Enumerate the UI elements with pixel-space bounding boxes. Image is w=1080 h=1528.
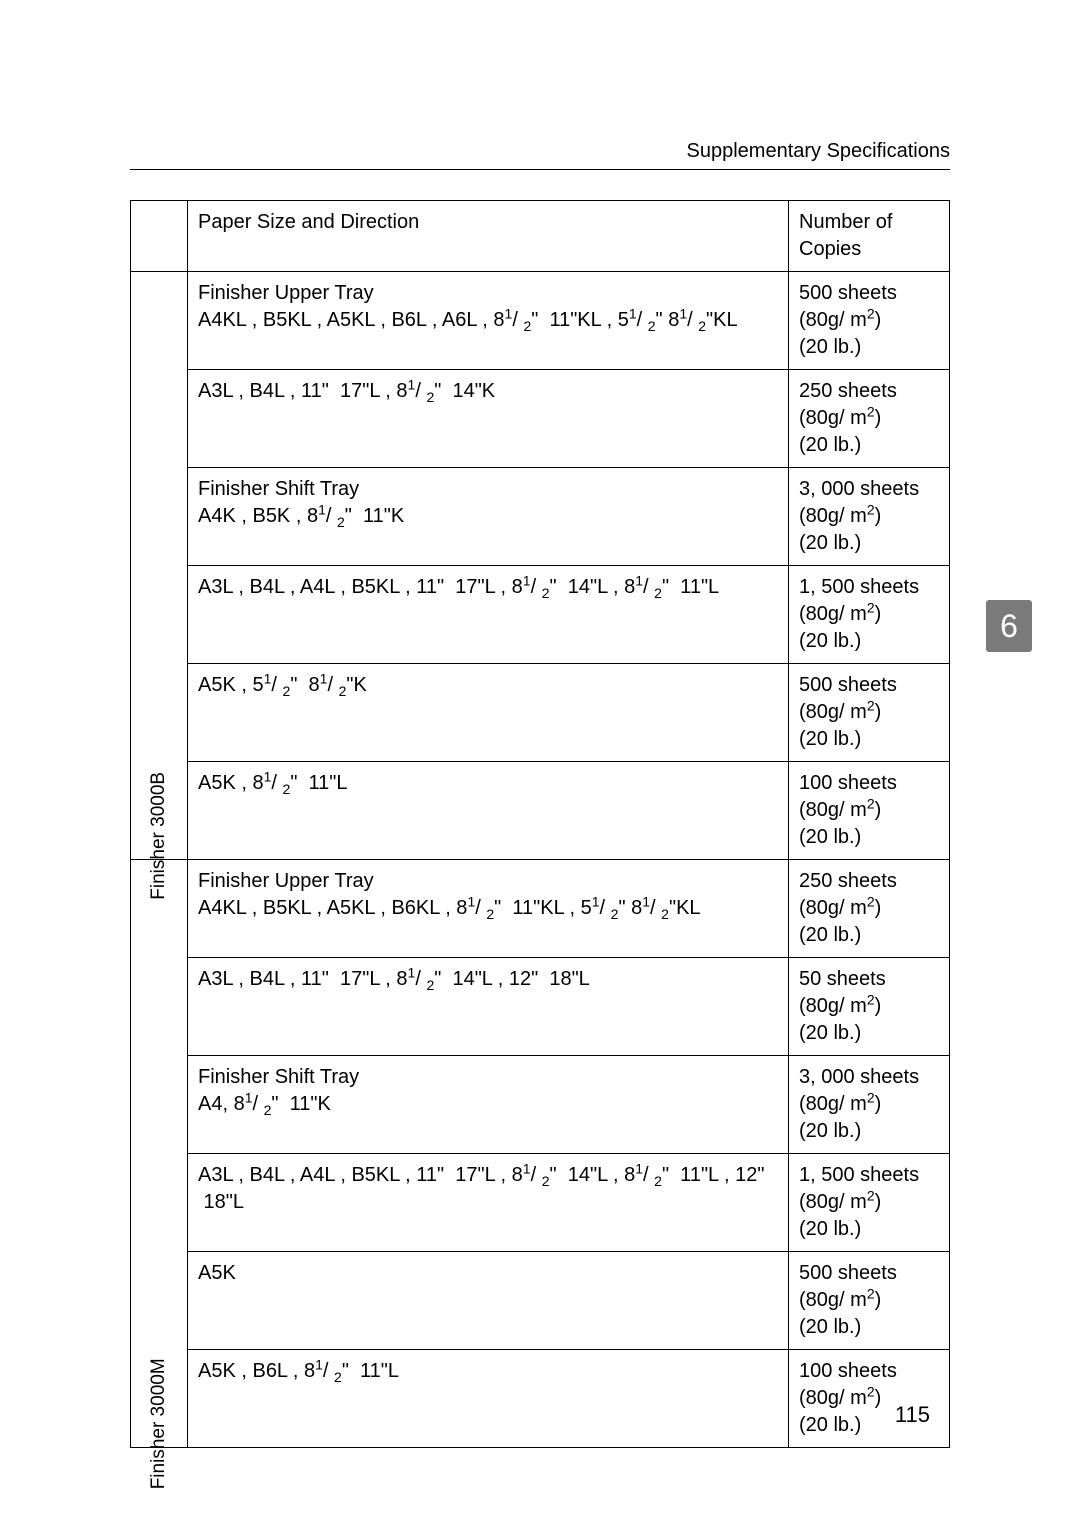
- chapter-tab: 6: [986, 600, 1032, 652]
- table-row: A5K 500 sheets(80g/ m2)(20 lb.): [131, 1252, 950, 1350]
- page: Supplementary Specifications Paper Size …: [0, 0, 1080, 1528]
- running-header: Supplementary Specifications: [130, 140, 950, 169]
- cell-paper: Finisher Shift TrayA4, 81/ 2" 11"K: [188, 1056, 789, 1154]
- page-number: 115: [895, 1402, 930, 1428]
- table-row: Finisher 3000M Finisher Upper TrayA4KL ,…: [131, 860, 950, 958]
- chapter-number: 6: [1000, 608, 1018, 645]
- cell-paper: Finisher Upper TrayA4KL , B5KL , A5KL , …: [188, 272, 789, 370]
- header-rule: [130, 169, 950, 170]
- header-title: Supplementary Specifications: [687, 140, 950, 163]
- table-row: Finisher Shift TrayA4, 81/ 2" 11"K 3, 00…: [131, 1056, 950, 1154]
- spec-table: Paper Size and Direction Number of Copie…: [130, 200, 950, 1448]
- cell-paper: A3L , B4L , A4L , B5KL , 11" 17"L , 81/ …: [188, 566, 789, 664]
- header-paper: Paper Size and Direction: [188, 201, 789, 272]
- cell-copies: 3, 000 sheets(80g/ m2)(20 lb.): [789, 468, 950, 566]
- cell-copies: 100 sheets(80g/ m2)(20 lb.): [789, 1350, 950, 1448]
- cell-copies: 3, 000 sheets(80g/ m2)(20 lb.): [789, 1056, 950, 1154]
- cell-copies: 1, 500 sheets(80g/ m2)(20 lb.): [789, 566, 950, 664]
- table-row: A5K , B6L , 81/ 2" 11"L 100 sheets(80g/ …: [131, 1350, 950, 1448]
- cell-paper: A3L , B4L , 11" 17"L , 81/ 2" 14"K: [188, 370, 789, 468]
- cell-paper: A3L , B4L , 11" 17"L , 81/ 2" 14"L , 12"…: [188, 958, 789, 1056]
- cell-paper: A5K , 81/ 2" 11"L: [188, 762, 789, 860]
- cell-copies: 50 sheets(80g/ m2)(20 lb.): [789, 958, 950, 1056]
- cell-paper: A5K , 51/ 2" 81/ 2"K: [188, 664, 789, 762]
- cell-paper: Finisher Upper TrayA4KL , B5KL , A5KL , …: [188, 860, 789, 958]
- header-copies: Number of Copies: [789, 201, 950, 272]
- table-row: A3L , B4L , A4L , B5KL , 11" 17"L , 81/ …: [131, 1154, 950, 1252]
- cell-copies: 500 sheets(80g/ m2)(20 lb.): [789, 272, 950, 370]
- cell-paper: A5K , B6L , 81/ 2" 11"L: [188, 1350, 789, 1448]
- cell-copies: 500 sheets(80g/ m2)(20 lb.): [789, 1252, 950, 1350]
- table-row: A5K , 51/ 2" 81/ 2"K 500 sheets(80g/ m2)…: [131, 664, 950, 762]
- cell-copies: 1, 500 sheets(80g/ m2)(20 lb.): [789, 1154, 950, 1252]
- cell-paper: A5K: [188, 1252, 789, 1350]
- cell-copies: 250 sheets(80g/ m2)(20 lb.): [789, 370, 950, 468]
- group-label-1: Finisher 3000M: [131, 860, 188, 1448]
- table-header-row: Paper Size and Direction Number of Copie…: [131, 201, 950, 272]
- cell-copies: 500 sheets(80g/ m2)(20 lb.): [789, 664, 950, 762]
- cell-paper: A3L , B4L , A4L , B5KL , 11" 17"L , 81/ …: [188, 1154, 789, 1252]
- table-row: Finisher 3000B Finisher Upper TrayA4KL ,…: [131, 272, 950, 370]
- table-row: A5K , 81/ 2" 11"L 100 sheets(80g/ m2)(20…: [131, 762, 950, 860]
- cell-copies: 250 sheets(80g/ m2)(20 lb.): [789, 860, 950, 958]
- header-blank: [131, 201, 188, 272]
- group-label-0: Finisher 3000B: [131, 272, 188, 860]
- table-row: A3L , B4L , 11" 17"L , 81/ 2" 14"K 250 s…: [131, 370, 950, 468]
- table-row: A3L , B4L , 11" 17"L , 81/ 2" 14"L , 12"…: [131, 958, 950, 1056]
- table-row: A3L , B4L , A4L , B5KL , 11" 17"L , 81/ …: [131, 566, 950, 664]
- table-row: Finisher Shift TrayA4K , B5K , 81/ 2" 11…: [131, 468, 950, 566]
- cell-paper: Finisher Shift TrayA4K , B5K , 81/ 2" 11…: [188, 468, 789, 566]
- cell-copies: 100 sheets(80g/ m2)(20 lb.): [789, 762, 950, 860]
